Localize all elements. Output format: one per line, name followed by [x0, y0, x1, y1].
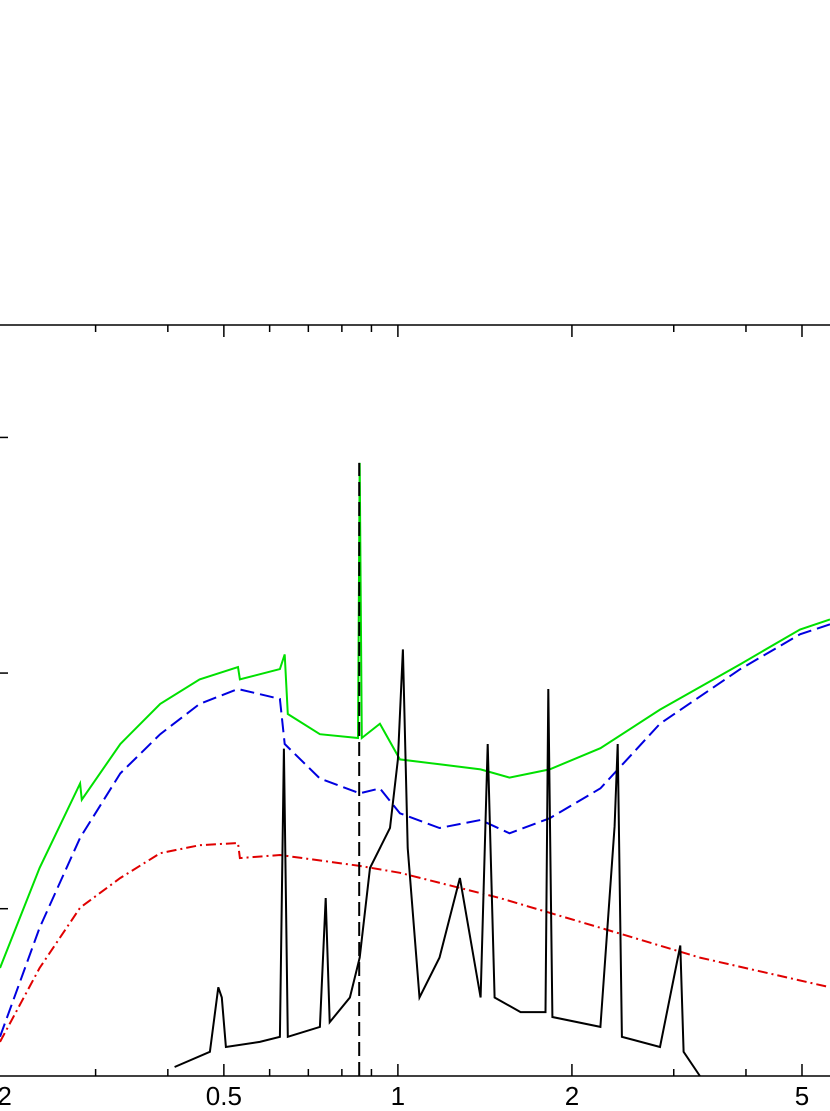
x-tick-label: 2: [565, 1081, 579, 1111]
series-line: [0, 462, 830, 969]
x-tick-label: 5: [795, 1081, 809, 1111]
series-line: [0, 623, 830, 1038]
x-tick-label: 1: [391, 1081, 405, 1111]
series-line: [0, 841, 830, 1043]
x-tick-label: 0.2: [0, 1081, 12, 1111]
series-line: [174, 649, 701, 1077]
x-tick-label: 0.5: [206, 1081, 242, 1111]
